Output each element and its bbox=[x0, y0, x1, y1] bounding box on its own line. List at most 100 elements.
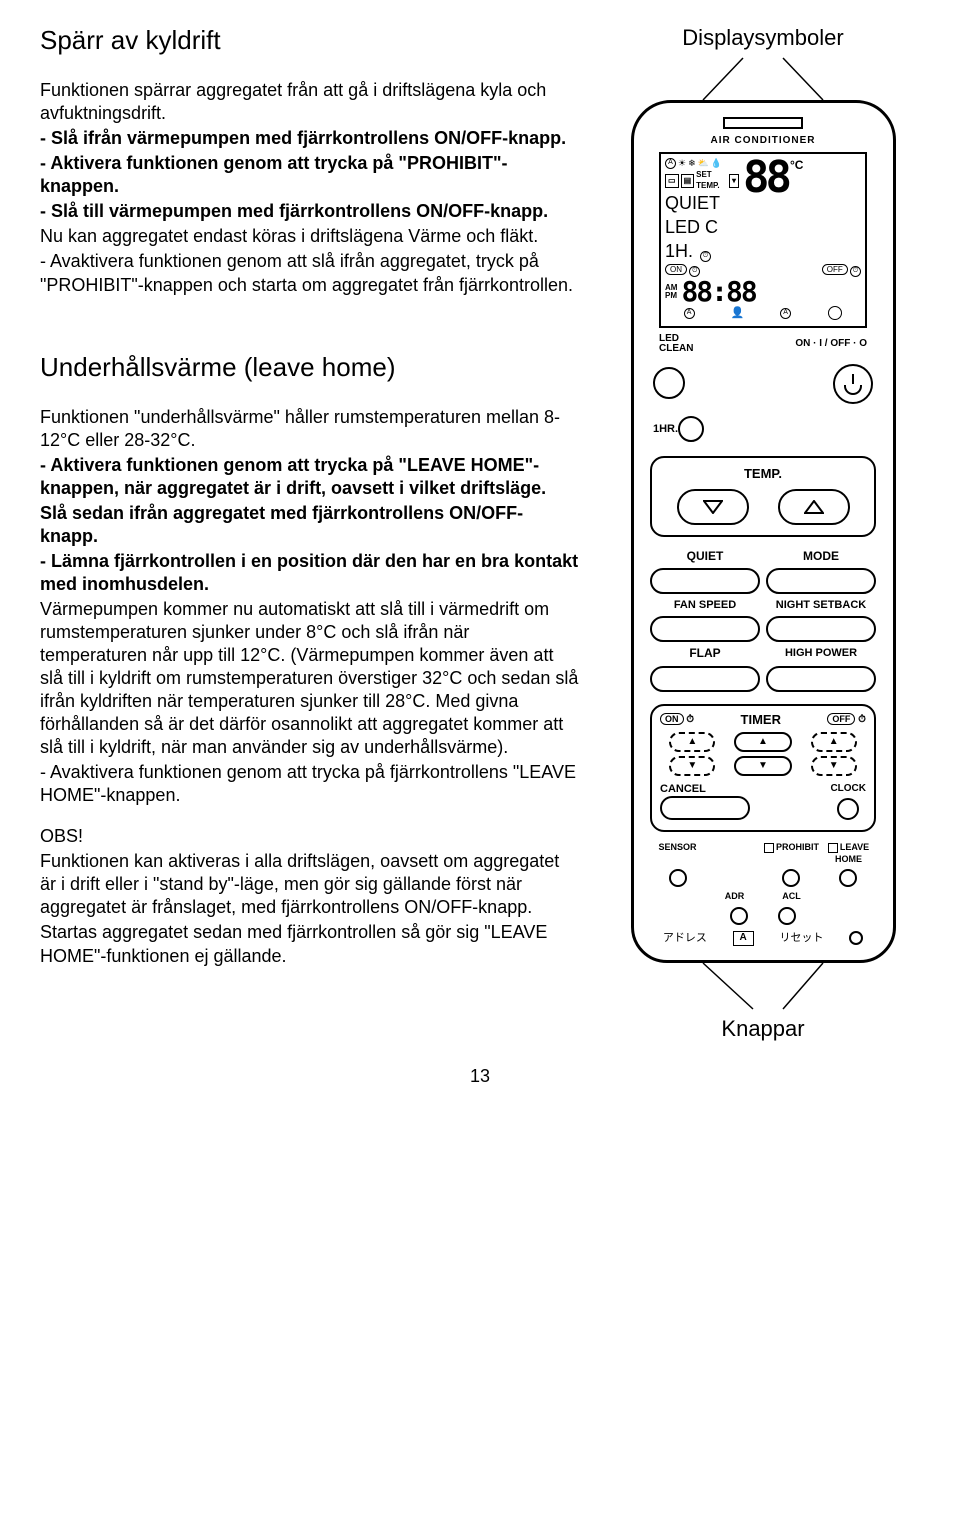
flap-button[interactable] bbox=[650, 666, 760, 692]
onoff-label: ON · I / OFF · O bbox=[795, 338, 867, 351]
timer-label: TIMER bbox=[741, 712, 781, 729]
dry-mode-icon: 💧 bbox=[711, 158, 722, 170]
timer-block: ON ⏱ TIMER OFF ⏱ ▲ ▼ ▲ ▼ ▲ ▼ bbox=[650, 704, 876, 833]
leavehome-icon bbox=[828, 843, 838, 853]
temp-down-button[interactable] bbox=[677, 489, 749, 525]
led-clean-button[interactable] bbox=[653, 367, 685, 399]
ledc-indicator: LED C bbox=[665, 217, 718, 237]
one-hr-button[interactable] bbox=[678, 416, 704, 442]
section2-p1: Funktionen "underhållsvärme" håller rums… bbox=[40, 406, 580, 452]
timer-off-pill: OFF bbox=[827, 713, 855, 725]
prohibit-label: PROHIBIT bbox=[776, 842, 819, 852]
highpower-label: HIGH POWER bbox=[766, 646, 876, 661]
timer-off-down-button[interactable]: ▼ bbox=[811, 756, 857, 776]
obs-p1: Funktionen kan aktiveras i alla driftslä… bbox=[40, 850, 580, 919]
remote-control: AIR CONDITIONER A ☀ ❄ ⛅ 💧 ▭ bbox=[631, 100, 896, 963]
triangle-up-icon bbox=[804, 500, 824, 514]
cancel-label: CANCEL bbox=[660, 782, 750, 796]
fanspeed-button[interactable] bbox=[650, 616, 760, 642]
prohibit-icon bbox=[764, 843, 774, 853]
high-icon: ▤ bbox=[681, 174, 695, 188]
highpower-button[interactable] bbox=[766, 666, 876, 692]
a1-icon: A bbox=[684, 308, 695, 319]
timer-on-pill: ON bbox=[660, 713, 684, 725]
temp-up-button[interactable] bbox=[778, 489, 850, 525]
obs-p2: Startas aggregatet sedan med fjärrkontro… bbox=[40, 921, 580, 967]
section1-b1: - Slå ifrån värmepumpen med fjärrkontrol… bbox=[40, 127, 580, 150]
pm-label: PM bbox=[665, 292, 677, 300]
display-symbols-label: Displaysymboler bbox=[682, 24, 843, 52]
flap-label: FLAP bbox=[650, 646, 760, 661]
jp-reset-button[interactable] bbox=[849, 931, 863, 945]
fanspeed-label: FAN SPEED bbox=[650, 598, 760, 612]
leavehome-label: LEAVE HOME bbox=[835, 842, 869, 864]
timer-up-button[interactable]: ▲ bbox=[734, 732, 792, 752]
oneh-indicator: 1H. bbox=[665, 241, 693, 261]
heat-mode-icon: ☀ bbox=[678, 158, 686, 170]
timer-on-down-button[interactable]: ▼ bbox=[669, 756, 715, 776]
timer-on-up-button[interactable]: ▲ bbox=[669, 732, 715, 752]
section1-title: Spärr av kyldrift bbox=[40, 24, 580, 57]
flap-icon: ▭ bbox=[665, 174, 679, 188]
led-clean-label: LEDCLEAN bbox=[659, 334, 693, 354]
air-conditioner-label: AIR CONDITIONER bbox=[711, 135, 816, 148]
leavehome-button[interactable] bbox=[839, 869, 857, 887]
auto-mode-icon: A bbox=[665, 158, 676, 169]
sensor-label: SENSOR bbox=[650, 842, 705, 865]
adr-label: ADR bbox=[707, 891, 762, 903]
down-icon: ▾ bbox=[729, 174, 739, 188]
obs-heading: OBS! bbox=[40, 825, 580, 848]
section2-p2: Värmepumpen kommer nu automatiskt att sl… bbox=[40, 598, 580, 759]
cancel-button[interactable] bbox=[660, 796, 750, 820]
sensor-button[interactable] bbox=[669, 869, 687, 887]
section2-b1a: - Aktivera funktionen genom att trycka p… bbox=[40, 454, 580, 500]
fan-mode-icon: ⛅ bbox=[698, 158, 709, 170]
buttons-label: Knappar bbox=[721, 1015, 804, 1043]
one-hr-label: 1HR. bbox=[653, 422, 678, 436]
off-pill: OFF bbox=[822, 264, 848, 275]
section2-b1b: Slå sedan ifrån aggregatet med fjärrkont… bbox=[40, 502, 580, 548]
quiet-label: QUIET bbox=[650, 549, 760, 564]
jp-a-box: A bbox=[733, 931, 754, 946]
callout-lines-bottom bbox=[633, 963, 893, 1009]
nightsetback-button[interactable] bbox=[766, 616, 876, 642]
remote-column: Displaysymboler AIR CONDITIONER A ☀ ❄ ⛅ bbox=[608, 24, 918, 1043]
section1-p1: Funktionen spärrar aggregatet från att g… bbox=[40, 79, 580, 125]
section2-b2: - Lämna fjärrkontrollen i en position dä… bbox=[40, 550, 580, 596]
jp-reset-label: リセット bbox=[779, 931, 823, 945]
off-timer-icon: ⏱ bbox=[850, 266, 861, 277]
onoff-button[interactable] bbox=[833, 364, 873, 404]
section1-p2: Nu kan aggregatet endast köras i driftsl… bbox=[40, 225, 580, 248]
set-temp-row: ▭ ▤ SET TEMP. ▾ bbox=[665, 170, 739, 190]
degree-c-label: °C bbox=[790, 158, 803, 173]
text-column: Spärr av kyldrift Funktionen spärrar agg… bbox=[40, 24, 580, 1043]
section2-p3: - Avaktivera funktionen genom att trycka… bbox=[40, 761, 580, 807]
mode-button[interactable] bbox=[766, 568, 876, 594]
acl-button[interactable] bbox=[778, 907, 796, 925]
prohibit-button[interactable] bbox=[782, 869, 800, 887]
adr-button[interactable] bbox=[730, 907, 748, 925]
section1-p3: - Avaktivera funktionen genom att slå if… bbox=[40, 250, 580, 296]
set-temp-label: SET TEMP. bbox=[696, 170, 727, 190]
acl-label: ACL bbox=[764, 891, 819, 903]
clock-button[interactable] bbox=[837, 798, 859, 820]
a2-icon: A bbox=[780, 308, 791, 319]
jp-address-label: アドレス bbox=[663, 931, 707, 945]
temp-block: TEMP. bbox=[650, 456, 876, 537]
timer-off-up-button[interactable]: ▲ bbox=[811, 732, 857, 752]
callout-lines-top bbox=[633, 58, 893, 100]
quiet-indicator: QUIET bbox=[665, 193, 720, 213]
page-number: 13 bbox=[40, 1065, 920, 1088]
mode-icons-row: A ☀ ❄ ⛅ 💧 bbox=[665, 158, 739, 170]
timer-down-button[interactable]: ▼ bbox=[734, 756, 792, 776]
ir-window bbox=[723, 117, 803, 129]
temperature-digits: 88 bbox=[743, 158, 788, 198]
quiet-button[interactable] bbox=[650, 568, 760, 594]
remote-screen: A ☀ ❄ ⛅ 💧 ▭ ▤ SET TEMP. ▾ QUIET bbox=[659, 152, 867, 328]
triangle-down-icon bbox=[703, 500, 723, 514]
person-icon: 👤 bbox=[732, 308, 743, 319]
cool-mode-icon: ❄ bbox=[688, 158, 696, 170]
temp-label: TEMP. bbox=[662, 466, 864, 483]
fan-icon bbox=[828, 306, 842, 320]
section1-b2: - Aktivera funktionen genom att trycka p… bbox=[40, 152, 580, 198]
